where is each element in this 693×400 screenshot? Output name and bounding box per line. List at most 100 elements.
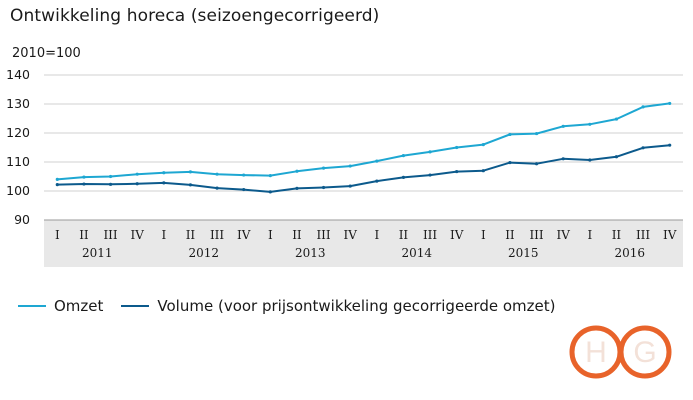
data-point-volume xyxy=(428,173,432,177)
data-point-omzet xyxy=(108,174,113,179)
x-tick-label-year: 2015 xyxy=(508,246,539,260)
legend-item-volume: Volume (voor prijsontwikkeling gecorrige… xyxy=(121,297,555,315)
data-point-omzet xyxy=(268,174,272,178)
data-point-omzet xyxy=(401,154,406,158)
data-point-omzet xyxy=(215,172,219,176)
series-line-volume xyxy=(57,144,670,193)
data-point-volume xyxy=(188,183,193,187)
x-tick-label-quarter: IV xyxy=(343,228,357,242)
data-point-volume xyxy=(215,186,219,190)
legend-label-volume: Volume (voor prijsontwikkeling gecorrige… xyxy=(157,297,556,315)
x-tick-label-quarter: III xyxy=(316,228,330,242)
data-point-volume xyxy=(375,179,379,183)
data-point-omzet xyxy=(135,172,139,176)
data-point-omzet xyxy=(508,132,512,137)
data-point-volume xyxy=(108,182,113,186)
data-point-omzet xyxy=(614,117,619,121)
data-point-volume xyxy=(295,186,299,190)
x-tick-label-quarter: III xyxy=(423,228,437,242)
data-point-volume xyxy=(162,181,166,185)
data-point-omzet xyxy=(375,159,379,163)
hg-logo: H G xyxy=(569,325,672,379)
x-tick-label-quarter: II xyxy=(186,228,196,242)
data-point-volume xyxy=(242,187,246,192)
series-line-omzet xyxy=(57,102,670,181)
data-point-omzet xyxy=(295,169,299,173)
data-point-volume xyxy=(614,155,619,159)
x-tick-label-quarter: III xyxy=(636,228,650,242)
x-tick-label-quarter: I xyxy=(161,228,166,242)
data-point-volume xyxy=(588,158,592,162)
data-point-volume xyxy=(401,175,406,179)
x-tick-label-quarter: IV xyxy=(663,228,677,242)
data-point-omzet xyxy=(428,150,432,154)
logo-ring-right xyxy=(618,325,672,379)
x-tick-label-quarter: I xyxy=(55,228,60,242)
data-point-volume xyxy=(268,190,272,194)
y-tick-label: 100 xyxy=(6,183,30,198)
data-point-volume xyxy=(82,182,86,186)
data-point-omzet xyxy=(455,145,459,150)
data-point-volume xyxy=(135,182,139,186)
x-tick-label-quarter: III xyxy=(103,228,117,242)
x-tick-label-year: 2013 xyxy=(295,246,326,260)
legend-swatch-volume xyxy=(121,305,150,307)
y-tick-label: 130 xyxy=(6,96,30,111)
x-axis-band xyxy=(44,220,683,267)
x-tick-label-quarter: I xyxy=(268,228,273,242)
data-point-omzet xyxy=(162,171,166,175)
x-tick-label-quarter: III xyxy=(210,228,224,242)
y-tick-label: 90 xyxy=(14,212,30,227)
data-point-omzet xyxy=(481,143,485,147)
y-axis-label: 2010=100 xyxy=(12,46,81,61)
x-tick-label-quarter: II xyxy=(292,228,302,242)
data-point-omzet xyxy=(561,124,565,128)
data-point-omzet xyxy=(321,166,326,170)
chart-title: Ontwikkeling horeca (seizoengecorrigeerd… xyxy=(10,6,380,26)
x-tick-label-year: 2016 xyxy=(614,246,645,260)
data-point-volume xyxy=(668,143,672,147)
legend-label-omzet: Omzet xyxy=(54,297,104,315)
x-tick-label-quarter: IV xyxy=(237,228,251,242)
data-point-omzet xyxy=(242,173,246,177)
x-tick-label-quarter: II xyxy=(612,228,622,242)
data-point-omzet xyxy=(641,105,645,109)
x-tick-label-quarter: II xyxy=(399,228,409,242)
data-point-omzet xyxy=(668,101,672,106)
data-point-volume xyxy=(508,160,512,165)
data-point-volume xyxy=(55,183,59,187)
data-point-omzet xyxy=(534,131,539,136)
legend-item-omzet: Omzet xyxy=(18,297,103,315)
x-tick-label-year: 2014 xyxy=(401,246,432,260)
data-point-volume xyxy=(348,184,352,188)
x-tick-label-year: 2012 xyxy=(188,246,219,260)
data-point-omzet xyxy=(588,122,592,126)
y-tick-label: 140 xyxy=(6,67,30,82)
data-point-omzet xyxy=(82,175,86,179)
legend-swatch-omzet xyxy=(18,305,46,307)
x-tick-label-quarter: I xyxy=(374,228,379,242)
x-tick-label-quarter: III xyxy=(529,228,543,242)
data-point-volume xyxy=(321,185,326,190)
y-tick-label: 110 xyxy=(6,154,30,169)
data-point-volume xyxy=(455,169,459,174)
data-point-volume xyxy=(641,146,645,150)
x-tick-label-quarter: IV xyxy=(450,228,464,242)
x-tick-label-quarter: II xyxy=(505,228,515,242)
x-tick-label-year: 2011 xyxy=(82,246,113,260)
data-point-volume xyxy=(534,162,539,166)
data-point-omzet xyxy=(55,177,59,181)
data-point-omzet xyxy=(188,170,193,174)
logo-letter-g: G xyxy=(633,336,656,369)
data-point-volume xyxy=(481,169,485,173)
logo-letter-h: H xyxy=(585,336,607,369)
legend: Omzet Volume (voor prijsontwikkeling gec… xyxy=(18,297,573,315)
x-tick-label-quarter: II xyxy=(79,228,89,242)
x-tick-label-quarter: I xyxy=(481,228,486,242)
x-tick-label-quarter: I xyxy=(587,228,592,242)
y-tick-label: 120 xyxy=(6,125,30,140)
x-tick-label-quarter: IV xyxy=(556,228,570,242)
data-point-omzet xyxy=(348,164,352,168)
x-tick-label-quarter: IV xyxy=(130,228,144,242)
